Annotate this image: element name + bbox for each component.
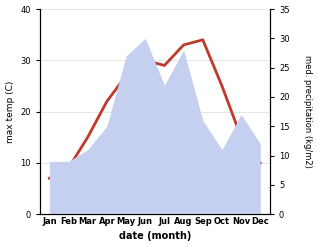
X-axis label: date (month): date (month) — [119, 231, 191, 242]
Y-axis label: med. precipitation (kg/m2): med. precipitation (kg/m2) — [303, 55, 313, 168]
Y-axis label: max temp (C): max temp (C) — [5, 80, 15, 143]
